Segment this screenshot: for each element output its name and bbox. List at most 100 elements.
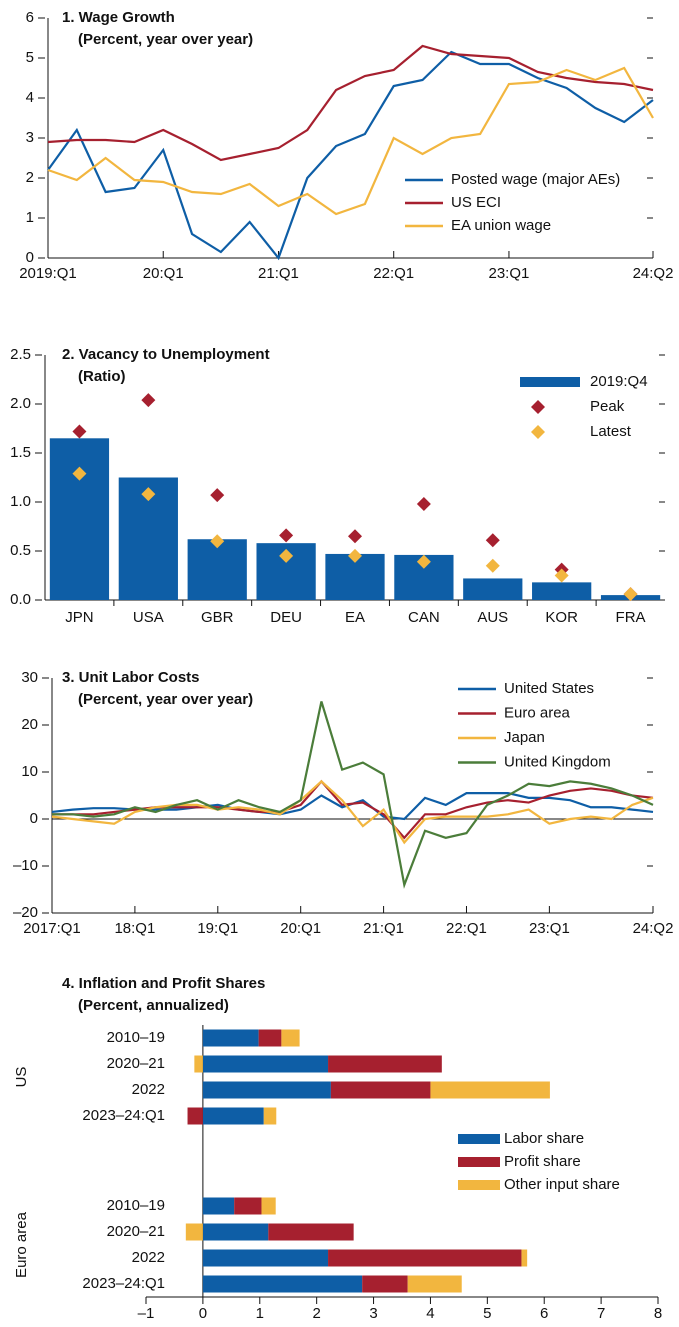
bar-segment: [263, 1107, 277, 1125]
x-tick-label: 2017:Q1: [23, 920, 81, 937]
point: [554, 568, 569, 583]
point: [141, 393, 156, 408]
legend-label: EA union wage: [451, 217, 551, 234]
legend-swatch: [531, 425, 545, 439]
legend-label: United States: [504, 680, 594, 697]
legend-label: Peak: [590, 398, 625, 415]
x-tick-label: 24:Q2: [633, 920, 674, 937]
point: [72, 424, 87, 439]
series-line: [51, 779, 654, 845]
legend-label: US ECI: [451, 194, 501, 211]
chart-subtitle: (Percent, annualized): [78, 997, 229, 1014]
y-tick-label: 0: [26, 249, 34, 266]
y-tick-label: 2023–24:Q1: [82, 1275, 165, 1292]
series-line: [47, 66, 654, 216]
bar-segment: [185, 1223, 203, 1241]
x-tick-label: 3: [369, 1305, 377, 1322]
x-tick-label: JPN: [65, 609, 93, 626]
series-line: [52, 701, 654, 889]
bar-segment: [202, 1107, 264, 1125]
x-tick-label: FRA: [616, 609, 646, 626]
point: [279, 528, 294, 543]
x-tick-label: 21:Q1: [363, 920, 404, 937]
bar-segment: [261, 1197, 276, 1215]
point: [348, 529, 362, 544]
legend-label: Labor share: [504, 1130, 584, 1147]
x-tick-label: 2: [312, 1305, 320, 1322]
bar-segment: [194, 1055, 203, 1073]
bar: [463, 578, 523, 600]
point: [72, 466, 87, 481]
point: [141, 487, 156, 502]
y-tick-label: –20: [13, 904, 38, 921]
y-tick-label: –10: [13, 857, 38, 874]
legend-label: Latest: [590, 423, 632, 440]
point: [210, 534, 225, 549]
chart-title: 4. Inflation and Profit Shares: [62, 975, 265, 992]
x-tick-label: 0: [199, 1305, 207, 1322]
group-label: Euro area: [13, 1211, 30, 1278]
bar-segment: [234, 1197, 262, 1215]
legend-swatch: [458, 1157, 500, 1167]
chart-subtitle: (Percent, year over year): [78, 31, 253, 48]
chart-subtitle: (Ratio): [78, 368, 126, 385]
x-tick-label: KOR: [545, 609, 578, 626]
bar-segment: [328, 1249, 522, 1267]
y-tick-label: 2: [26, 169, 34, 186]
bar-segment: [202, 1081, 331, 1099]
y-tick-label: 2.0: [10, 395, 31, 412]
x-tick-label: 1: [256, 1305, 264, 1322]
x-tick-label: 22:Q1: [446, 920, 487, 937]
series-line: [47, 44, 654, 162]
x-tick-label: 22:Q1: [373, 265, 414, 282]
y-tick-label: 5: [26, 49, 34, 66]
x-tick-label: 20:Q1: [143, 265, 184, 282]
y-tick-label: 1.5: [10, 444, 31, 461]
x-tick-label: USA: [133, 609, 164, 626]
legend-label: United Kingdom: [504, 753, 611, 770]
bar-segment: [258, 1029, 282, 1047]
y-tick-label: 2.5: [10, 346, 31, 363]
x-tick-label: GBR: [201, 609, 234, 626]
legend-swatch: [458, 1180, 500, 1190]
y-tick-label: 2020–21: [107, 1055, 165, 1072]
y-tick-label: 2020–21: [107, 1223, 165, 1240]
legend-swatch: [520, 377, 580, 387]
bar-segment: [328, 1055, 442, 1073]
point: [210, 488, 225, 503]
y-tick-label: 2023–24:Q1: [82, 1107, 165, 1124]
x-tick-label: 4: [426, 1305, 434, 1322]
point: [279, 548, 294, 563]
bar-segment: [362, 1275, 408, 1293]
x-tick-label: 2019:Q1: [19, 265, 77, 282]
legend-label: Euro area: [504, 704, 571, 721]
bar-segment: [187, 1107, 203, 1125]
legend-swatch: [458, 1134, 500, 1144]
bar-segment: [407, 1275, 462, 1293]
y-tick-label: 0.5: [10, 542, 31, 559]
bar: [532, 582, 592, 600]
group-label: US: [13, 1067, 30, 1088]
bar-segment: [202, 1055, 329, 1073]
y-tick-label: 2010–19: [107, 1197, 165, 1214]
point: [416, 496, 431, 511]
point: [348, 548, 362, 563]
x-tick-label: 7: [597, 1305, 605, 1322]
legend-swatch: [531, 400, 545, 414]
chart-title: 2. Vacancy to Unemployment: [62, 346, 270, 363]
y-tick-label: 0.0: [10, 591, 31, 608]
y-tick-label: 0: [30, 810, 38, 827]
y-tick-label: 2022: [132, 1249, 165, 1266]
x-tick-label: 5: [483, 1305, 491, 1322]
x-tick-label: 8: [654, 1305, 662, 1322]
point: [623, 587, 638, 602]
point: [416, 554, 431, 569]
bar-segment: [202, 1029, 259, 1047]
legend-label: Japan: [504, 729, 545, 746]
x-tick-label: CAN: [408, 609, 440, 626]
x-tick-label: EA: [345, 609, 365, 626]
series-line: [47, 50, 654, 261]
x-tick-label: 20:Q1: [280, 920, 321, 937]
x-tick-label: 23:Q1: [529, 920, 570, 937]
